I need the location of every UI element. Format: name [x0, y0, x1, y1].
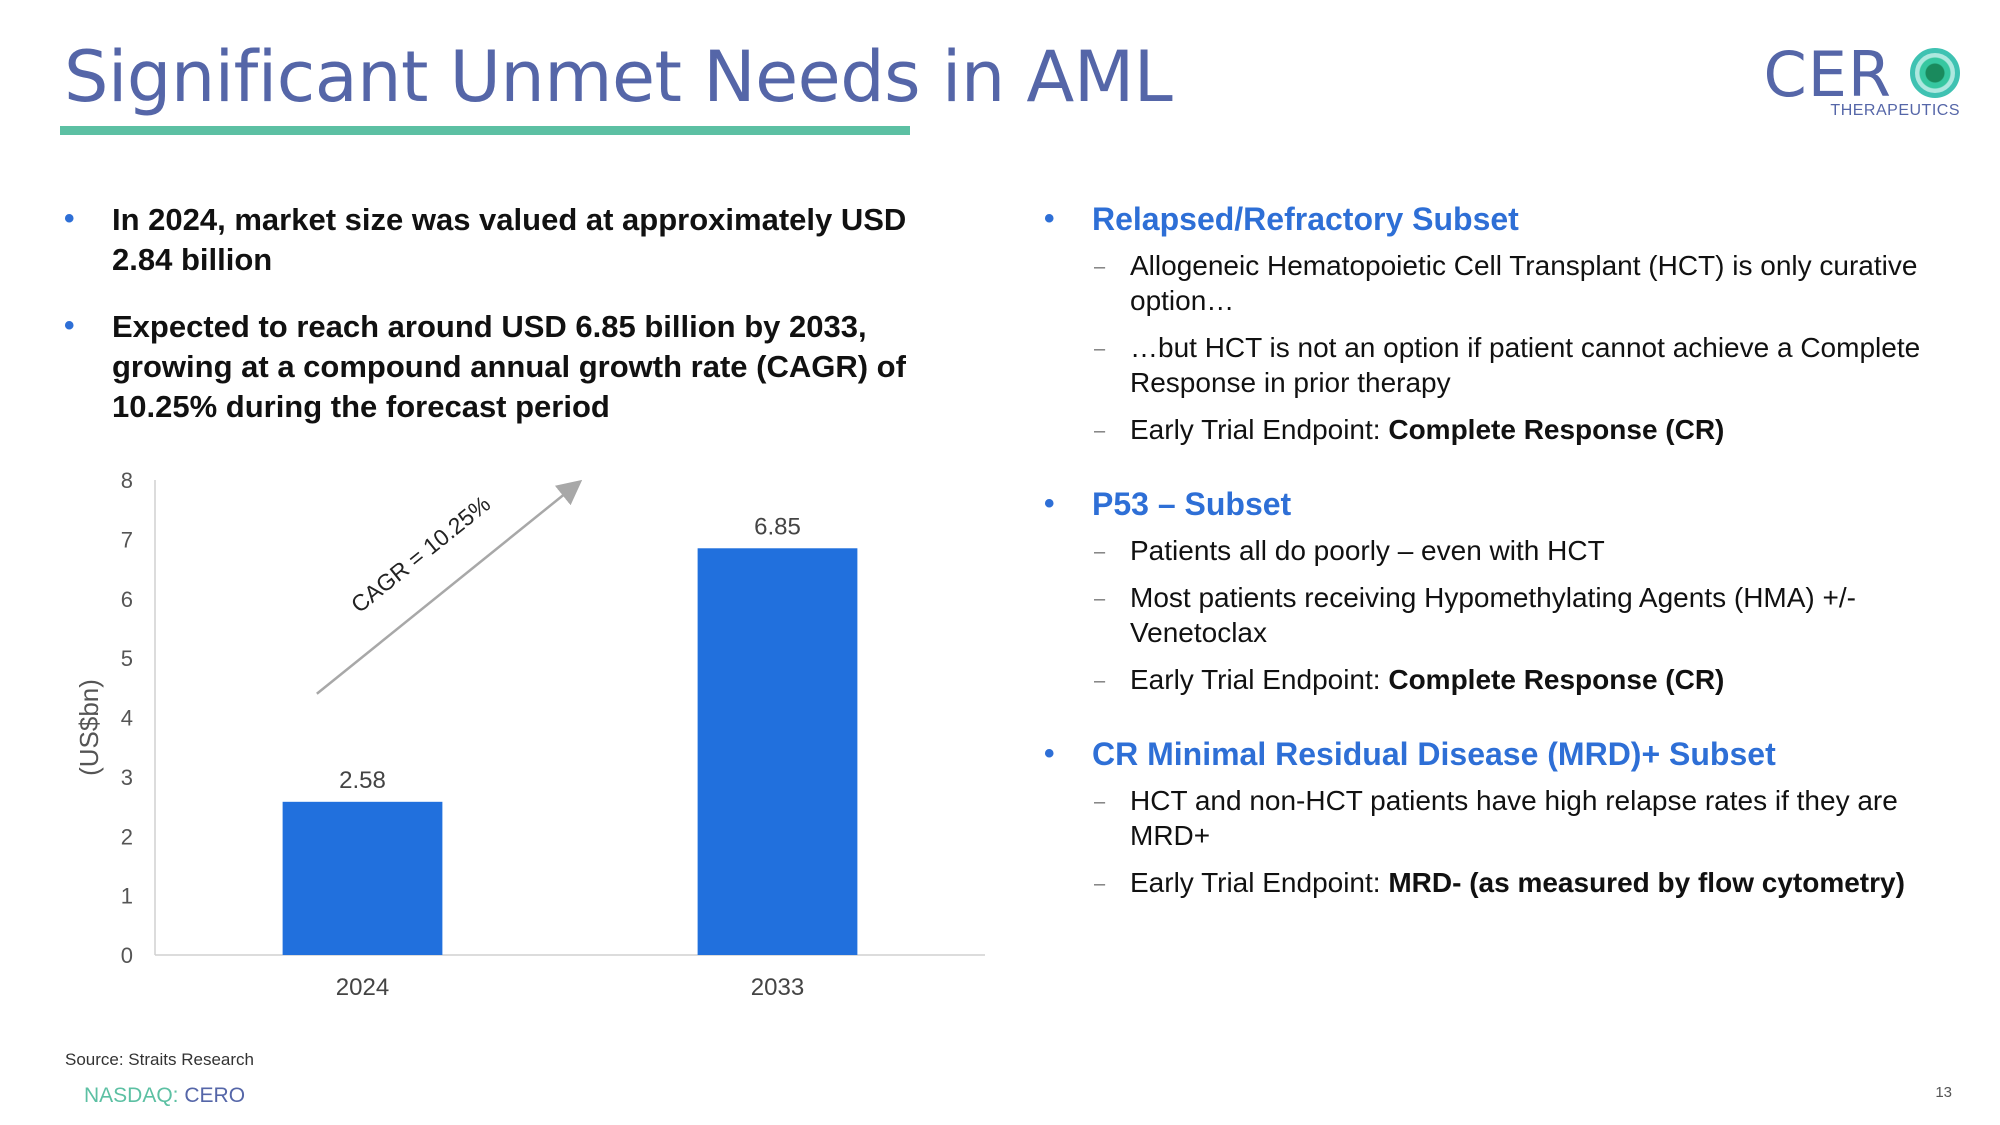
- section-heading: • CR Minimal Residual Disease (MRD)+ Subs…: [1042, 733, 1982, 775]
- dash-icon: –: [1094, 588, 1106, 610]
- endpoint-value: MRD- (as measured by flow cytometry): [1388, 867, 1905, 898]
- bullet-dot-icon: •: [1044, 737, 1055, 770]
- bar-value-label: 2.58: [339, 767, 386, 794]
- page-number: 13: [1935, 1084, 1952, 1101]
- logo-subtitle: THERAPEUTICS: [1830, 102, 1960, 119]
- market-bullet: • Expected to reach around USD 6.85 billi…: [62, 307, 962, 427]
- y-tick-label: 3: [121, 765, 133, 790]
- dash-icon: –: [1094, 541, 1106, 563]
- x-tick-label: 2033: [751, 974, 804, 1001]
- dash-icon: –: [1094, 256, 1106, 278]
- y-tick-label: 5: [121, 646, 133, 671]
- cagr-annotation: CAGR = 10.25%: [346, 490, 495, 617]
- market-bullet-text: Expected to reach around USD 6.85 billio…: [112, 309, 906, 424]
- market-size-chart: 0 1 2 3 4 5 6 7 8 (US$bn) 2.58 2024 6.85 2033 CAGR = 1…: [74, 468, 985, 1001]
- title-underline: [60, 126, 910, 135]
- endpoint-value: Complete Response (CR): [1388, 664, 1725, 695]
- sub-item: – HCT and non-HCT patients have high rela…: [1042, 783, 1982, 853]
- market-bullet-text: In 2024, market size was valued at appro…: [112, 202, 907, 277]
- bar-value-label: 6.85: [754, 513, 801, 540]
- sub-item: – Patients all do poorly – even with HCT: [1042, 533, 1982, 568]
- dash-icon: –: [1094, 670, 1106, 692]
- bar: [282, 801, 443, 955]
- y-tick-label: 2: [121, 824, 133, 849]
- sub-item: – …but HCT is not an option if patient ca…: [1042, 330, 1982, 400]
- section-heading: • P53 – Subset: [1042, 483, 1982, 525]
- sub-item: – Early Trial Endpoint: MRD- (as measured…: [1042, 865, 1982, 900]
- dash-icon: –: [1094, 873, 1106, 895]
- logo-ring-icon: [1910, 48, 1960, 98]
- sub-item: – Allogeneic Hematopoietic Cell Transplan…: [1042, 248, 1982, 318]
- bar: [697, 548, 858, 955]
- section-heading-text: CR Minimal Residual Disease (MRD)+ Subse…: [1092, 736, 1776, 772]
- sub-item-text: HCT and non-HCT patients have high relap…: [1130, 785, 1898, 851]
- logo-wordmark: CER: [1763, 38, 1892, 111]
- y-tick-label: 8: [121, 468, 133, 493]
- section-heading: • Relapsed/Refractory Subset: [1042, 198, 1982, 240]
- sub-item-text: Early Trial Endpoint:: [1130, 414, 1389, 445]
- exchange-label: NASDAQ:: [84, 1084, 179, 1107]
- y-tick-label: 6: [121, 587, 133, 612]
- y-tick-label: 7: [121, 527, 133, 552]
- y-tick-label: 0: [121, 943, 133, 968]
- sub-item: – Early Trial Endpoint: Complete Response…: [1042, 412, 1982, 447]
- sub-item-text: …but HCT is not an option if patient can…: [1130, 332, 1921, 398]
- sub-item-text: Allogeneic Hematopoietic Cell Transplant…: [1130, 250, 1918, 316]
- dash-icon: –: [1094, 420, 1106, 442]
- endpoint-value: Complete Response (CR): [1388, 414, 1725, 445]
- subset-column: • Relapsed/Refractory Subset – Allogeneic …: [1042, 198, 1982, 936]
- bullet-dot-icon: •: [1044, 487, 1055, 520]
- ticker-symbol: CERO: [184, 1084, 246, 1107]
- y-tick-label: 4: [121, 706, 133, 731]
- y-axis-label: (US$bn): [74, 679, 104, 776]
- page-title: Significant Unmet Needs in AML: [64, 36, 1173, 118]
- dash-icon: –: [1094, 791, 1106, 813]
- cagr-arrow: [316, 479, 583, 695]
- y-tick-label: 1: [121, 884, 133, 909]
- section-heading-text: Relapsed/Refractory Subset: [1092, 201, 1519, 237]
- sub-item-text: Early Trial Endpoint:: [1130, 664, 1389, 695]
- company-logo: CER THERAPEUTICS: [1760, 38, 1960, 128]
- sub-item-text: Patients all do poorly – even with HCT: [1130, 535, 1605, 566]
- sub-item: – Early Trial Endpoint: Complete Response…: [1042, 662, 1982, 697]
- sub-item-text: Early Trial Endpoint:: [1130, 867, 1389, 898]
- bullet-dot-icon: •: [1044, 202, 1055, 235]
- x-tick-label: 2024: [336, 974, 389, 1001]
- bullet-dot-icon: •: [64, 309, 75, 342]
- bullet-dot-icon: •: [64, 202, 75, 235]
- section-mrd: • CR Minimal Residual Disease (MRD)+ Subs…: [1042, 733, 1982, 900]
- section-p53: • P53 – Subset – Patients all do poorly – …: [1042, 483, 1982, 697]
- source-note: Source: Straits Research: [65, 1050, 254, 1069]
- market-bullet: • In 2024, market size was valued at appr…: [62, 200, 962, 280]
- market-bullets: • In 2024, market size was valued at appr…: [62, 200, 962, 454]
- dash-icon: –: [1094, 338, 1106, 360]
- sub-item-text: Most patients receiving Hypomethylating …: [1130, 582, 1856, 648]
- ticker-label: NASDAQ: CERO: [84, 1084, 245, 1108]
- section-relapsed-refractory: • Relapsed/Refractory Subset – Allogeneic …: [1042, 198, 1982, 447]
- sub-item: – Most patients receiving Hypomethylating…: [1042, 580, 1982, 650]
- section-heading-text: P53 – Subset: [1092, 486, 1292, 522]
